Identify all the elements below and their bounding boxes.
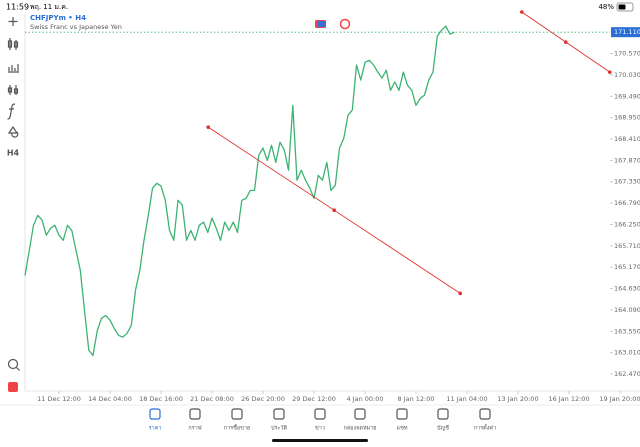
nav-icon[interactable] <box>273 408 285 420</box>
status-time: 11:59 <box>6 3 29 12</box>
y-tick-label: 164.630 <box>614 285 640 293</box>
nav-label[interactable]: ประวัติ <box>271 425 287 432</box>
nav-icon[interactable] <box>149 408 161 420</box>
plot-area <box>24 10 612 357</box>
x-tick-label: 14 Dec 04:00 <box>88 395 132 403</box>
nav-icon[interactable] <box>479 408 491 420</box>
x-tick-label: 11 Jan 04:00 <box>446 395 487 403</box>
flag-icon-part <box>318 21 326 27</box>
candle-tool[interactable] <box>7 85 19 95</box>
y-tick-label: 166.790 <box>614 199 640 207</box>
price-line <box>24 25 455 357</box>
y-tick-label: 163.010 <box>614 349 640 357</box>
trendline-handle <box>206 125 210 129</box>
nav-label[interactable]: ราคา <box>149 426 162 432</box>
trendline-handle <box>608 70 612 74</box>
function-tool[interactable] <box>7 103 16 120</box>
symbol-subtitle: Swiss Franc vs Japanese Yen <box>30 23 122 31</box>
y-tick-label: 165.170 <box>614 263 640 271</box>
y-tick-label: 166.250 <box>614 220 640 228</box>
nav-label[interactable]: การซื้อขาย <box>224 424 250 432</box>
nav-label[interactable]: กราฟ <box>188 425 201 432</box>
app-icon[interactable] <box>8 382 18 392</box>
crosshair-tool[interactable] <box>8 17 18 26</box>
nav-icon[interactable] <box>396 408 408 420</box>
y-tick-label: 167.330 <box>614 178 640 186</box>
y-tick-label: 168.410 <box>614 135 640 143</box>
nav-icon[interactable] <box>231 408 243 420</box>
trendline-handle <box>332 208 336 213</box>
y-tick-label: 168.950 <box>614 114 640 122</box>
nav-label[interactable]: บัญชี <box>437 425 449 432</box>
x-tick-label: 18 Dec 16:00 <box>139 395 183 403</box>
last-price-tag <box>611 27 640 38</box>
battery-level <box>618 4 626 10</box>
nav-label[interactable]: แชท <box>397 425 408 432</box>
y-tick-label: 170.570 <box>614 50 640 58</box>
nav-label[interactable]: ข่าว <box>315 426 325 432</box>
x-tick-label: 26 Dec 20:00 <box>241 395 285 403</box>
y-tick-label: 163.550 <box>614 327 640 335</box>
battery-icon <box>616 2 634 12</box>
shapes-tool[interactable] <box>7 125 19 138</box>
home-indicator <box>272 439 368 442</box>
x-tick-label: 21 Dec 08:00 <box>190 395 234 403</box>
y-tick-label: 164.090 <box>614 306 640 314</box>
x-tick-label: 11 Dec 12:00 <box>37 395 81 403</box>
trendline-handle <box>564 40 568 44</box>
x-tick-label: 29 Dec 12:00 <box>292 395 336 403</box>
flag-icon[interactable] <box>339 18 351 30</box>
x-tick-label: 8 Jan 12:00 <box>397 395 434 403</box>
y-tick-label: 165.710 <box>614 242 640 250</box>
nav-label[interactable]: การตั้งค่า <box>474 424 496 432</box>
x-tick-label: 13 Jan 20:00 <box>497 395 538 403</box>
zoom-tool[interactable] <box>7 358 19 370</box>
y-tick-label: 170.030 <box>614 71 640 79</box>
indicator-tool[interactable] <box>8 64 19 73</box>
zoom-tool-handle <box>16 367 20 371</box>
x-tick-label: 19 Jan 20:00 <box>599 395 640 403</box>
trendline-handle <box>458 291 463 296</box>
status-battery: 48% <box>598 3 614 11</box>
nav-icon[interactable] <box>354 408 366 420</box>
x-tick-label: 4 Jan 00:00 <box>346 395 383 403</box>
status-date: พฤ. 11 ม.ค. <box>30 3 68 11</box>
symbol-title: CHFJPYm • H4 <box>30 14 86 22</box>
left-toolbar <box>7 17 20 371</box>
trendline-handle <box>520 10 524 14</box>
nav-icon[interactable] <box>437 408 449 420</box>
timeframe-button[interactable]: H4 <box>7 149 20 158</box>
nav-icon[interactable] <box>189 408 201 420</box>
y-tick-label: 169.490 <box>614 92 640 100</box>
x-tick-label: 16 Jan 12:00 <box>548 395 589 403</box>
y-tick-label: 167.870 <box>614 156 640 164</box>
nav-label[interactable]: กล่องจดหมาย <box>343 426 376 432</box>
nav-icon[interactable] <box>314 408 326 420</box>
chart-type-tool[interactable] <box>7 38 19 50</box>
last-price-label: 171.110 <box>614 28 640 36</box>
y-tick-label: 162.470 <box>614 370 640 378</box>
